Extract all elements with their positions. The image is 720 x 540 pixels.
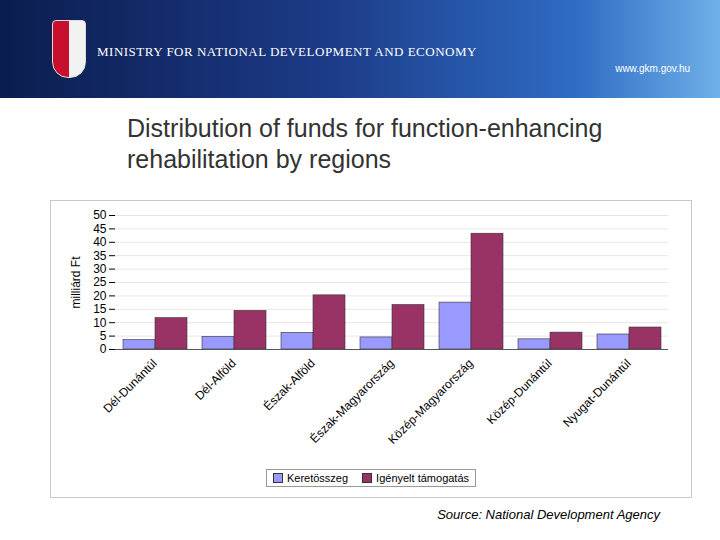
svg-text:30: 30	[93, 262, 107, 276]
svg-text:40: 40	[93, 235, 107, 249]
svg-text:20: 20	[93, 289, 107, 303]
svg-text:milliárd Ft: milliárd Ft	[69, 256, 83, 309]
svg-text:15: 15	[93, 302, 107, 316]
svg-text:Dél-Dunántúl: Dél-Dunántúl	[100, 356, 159, 415]
svg-text:Közép-Magyarország: Közép-Magyarország	[385, 356, 476, 447]
svg-text:Észak-Alföld: Észak-Alföld	[260, 356, 318, 414]
html-text:www.gkm.gov.hu: www.gkm.gov.hu	[615, 63, 690, 74]
svg-text:Nyugat-Dunántúl: Nyugat-Dunántúl	[560, 356, 634, 430]
svg-text:Közép-Dunántúl: Közép-Dunántúl	[484, 356, 555, 427]
html-text:MINISTRY FOR NATIONAL DEVELOPM: MINISTRY FOR NATIONAL DEVELOPMENT AND EC…	[97, 44, 477, 59]
svg-text:Észak-Magyarország: Észak-Magyarország	[307, 356, 397, 446]
html-text:Source: National Development A: Source: National Development Agency	[437, 507, 660, 522]
svg-text:10: 10	[93, 316, 107, 330]
svg-text:Dél-Alföld: Dél-Alföld	[192, 356, 239, 403]
html-text:Keretösszeg: Keretösszeg	[286, 472, 349, 484]
html-text:Igényelt támogatás: Igényelt támogatás	[376, 472, 469, 484]
svg-text:45: 45	[93, 222, 107, 236]
svg-text:5: 5	[100, 329, 107, 343]
svg-text:35: 35	[93, 249, 107, 263]
svg-text:25: 25	[93, 275, 107, 289]
html-text:Distribution of funds for func: Distribution of funds for function-enhan…	[127, 114, 603, 173]
svg-text:0: 0	[100, 342, 107, 356]
svg-text:50: 50	[93, 208, 107, 222]
